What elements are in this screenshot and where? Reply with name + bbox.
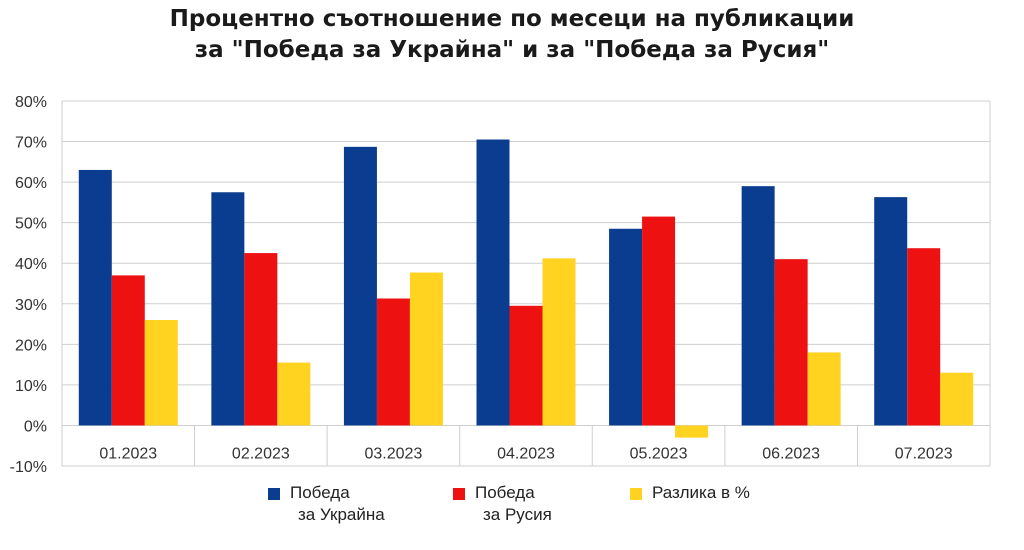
bar-difference <box>277 362 311 426</box>
x-category-label: 05.2023 <box>630 445 688 462</box>
y-tick-label: 60% <box>15 175 47 192</box>
chart-title-line-1: Процентно съотношение по месеци на публи… <box>169 6 855 32</box>
y-tick-label: 0% <box>24 418 47 435</box>
bar-ukraine <box>476 139 510 426</box>
chart-title: Процентно съотношение по месеци на публи… <box>0 4 1024 66</box>
bar-ukraine <box>211 192 245 426</box>
bar-difference <box>675 425 709 438</box>
x-category-label: 06.2023 <box>762 445 820 462</box>
y-tick-label: 20% <box>15 337 47 354</box>
legend-label-line: Победа <box>290 483 350 502</box>
bar-difference <box>144 320 178 426</box>
bar-russia <box>111 275 145 426</box>
x-category-label: 04.2023 <box>497 445 555 462</box>
bar-russia <box>907 248 941 426</box>
y-tick-label: -10% <box>10 459 47 476</box>
bar-ukraine <box>609 228 643 426</box>
legend-swatch <box>453 488 465 500</box>
legend-label-line: Разлика в % <box>652 483 750 502</box>
bar-ukraine <box>343 146 377 426</box>
bar-difference <box>940 372 974 426</box>
bar-russia <box>774 259 808 426</box>
legend-label-line: Победа <box>475 483 535 502</box>
y-tick-label: 40% <box>15 256 47 273</box>
bar-russia <box>509 305 543 426</box>
bar-russia <box>642 216 676 426</box>
bar-ukraine <box>874 197 908 426</box>
x-category-label: 03.2023 <box>365 445 423 462</box>
y-tick-label: 10% <box>15 378 47 395</box>
x-category-label: 01.2023 <box>99 445 157 462</box>
legend-swatch <box>268 488 280 500</box>
bar-russia <box>244 253 278 426</box>
bar-russia <box>376 298 410 426</box>
legend: Победа за Украйна Победа за Русия Разлика в … <box>0 482 1024 542</box>
chart-title-line-2: за "Победа за Украйна" и за "Победа за Р… <box>194 37 830 63</box>
legend-item-ukraine: Победа за Украйна <box>268 482 385 526</box>
legend-label-line: за Украйна <box>298 505 385 524</box>
legend-label: Победа за Украйна <box>290 482 385 526</box>
x-category-label: 02.2023 <box>232 445 290 462</box>
y-tick-label: 80% <box>15 94 47 111</box>
bar-difference <box>409 272 443 426</box>
legend-swatch <box>630 488 642 500</box>
legend-label-line: за Русия <box>483 505 552 524</box>
y-tick-label: 30% <box>15 297 47 314</box>
legend-label: Разлика в % <box>652 482 750 504</box>
legend-item-russia: Победа за Русия <box>453 482 552 526</box>
bar-difference <box>542 258 576 426</box>
bar-ukraine <box>741 186 775 426</box>
bar-ukraine <box>78 169 112 426</box>
y-tick-label: 50% <box>15 216 47 233</box>
bar-difference <box>807 352 841 426</box>
y-tick-label: 70% <box>15 135 47 152</box>
x-category-label: 07.2023 <box>895 445 953 462</box>
legend-label: Победа за Русия <box>475 482 552 526</box>
bar-chart: 80% 70% 60% 50% 40% 30% 20% 10% 0% -10% 01.2023 02.… <box>10 94 991 476</box>
legend-item-difference: Разлика в % <box>630 482 750 504</box>
